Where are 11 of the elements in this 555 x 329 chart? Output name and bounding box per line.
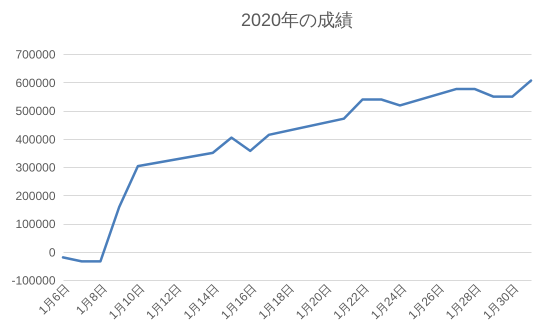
y-tick-label: 600000 [15,76,56,90]
line-series [62,79,532,263]
y-tick-label: 700000 [15,48,56,62]
y-tick-label: 100000 [15,217,56,231]
y-tick-label: -100000 [11,274,56,288]
y-tick-label: 200000 [15,188,56,203]
y-tick-label: 400000 [15,132,56,146]
y-tick-label: 500000 [15,104,56,118]
y-tick-label: 300000 [15,160,56,174]
y-tick-label: 0 [48,245,56,260]
chart-title: 2020年の成績 [240,10,354,30]
